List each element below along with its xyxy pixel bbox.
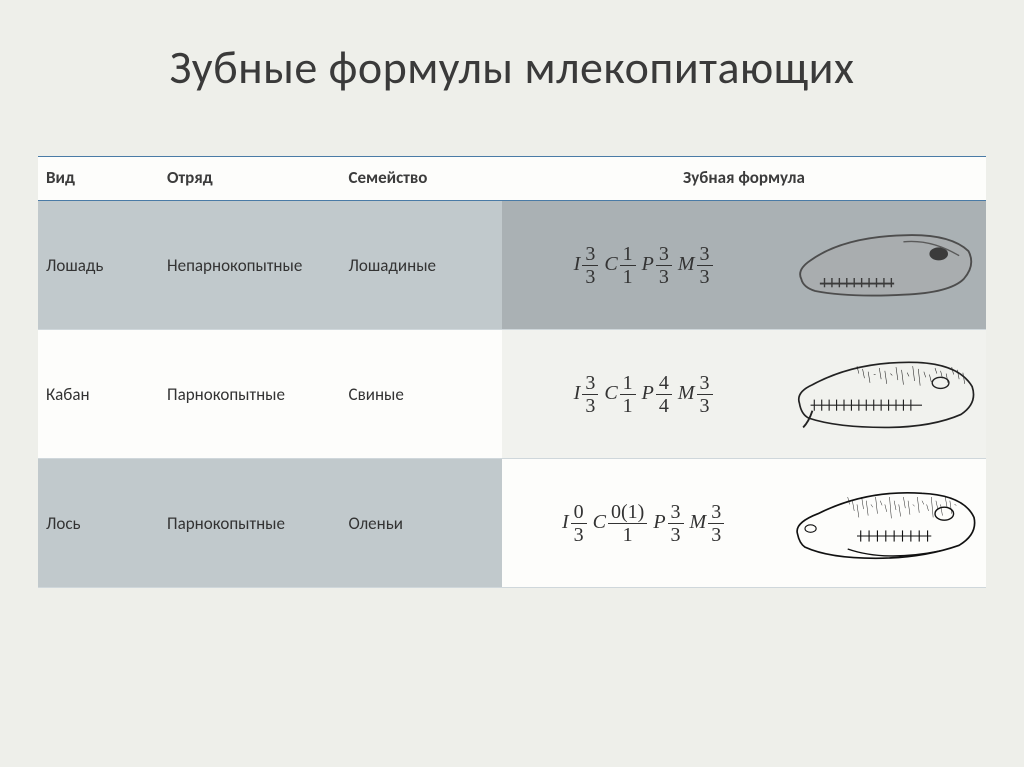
col-order: Отряд — [159, 157, 341, 201]
cell-species: Лошадь — [38, 201, 159, 330]
dental-formula: I33C11P33M33 — [510, 244, 776, 287]
cell-skull — [784, 459, 986, 588]
cell-family: Свиные — [341, 330, 502, 459]
dental-formula-table: Вид Отряд Семейство Зубная формула Лошад… — [38, 156, 986, 588]
cell-formula: I03C0(1)1P33M33 — [502, 459, 784, 588]
col-family: Семейство — [341, 157, 502, 201]
skull-icon — [792, 215, 978, 315]
table-row: КабанПарнокопытныеСвиныеI33C11P44M33 — [38, 330, 986, 459]
cell-order: Парнокопытные — [159, 330, 341, 459]
cell-family: Оленьи — [341, 459, 502, 588]
table-row: ЛосьПарнокопытныеОленьиI03C0(1)1P33M33 — [38, 459, 986, 588]
cell-species: Лось — [38, 459, 159, 588]
cell-formula: I33C11P33M33 — [502, 201, 784, 330]
col-species: Вид — [38, 157, 159, 201]
cell-species: Кабан — [38, 330, 159, 459]
cell-order: Непарнокопытные — [159, 201, 341, 330]
skull-icon — [792, 344, 978, 444]
cell-skull — [784, 201, 986, 330]
skull-icon — [792, 473, 978, 573]
table-row: ЛошадьНепарнокопытныеЛошадиныеI33C11P33M… — [38, 201, 986, 330]
cell-skull — [784, 330, 986, 459]
dental-formula: I03C0(1)1P33M33 — [510, 502, 776, 545]
cell-formula: I33C11P44M33 — [502, 330, 784, 459]
table-header-row: Вид Отряд Семейство Зубная формула — [38, 157, 986, 201]
cell-family: Лошадиные — [341, 201, 502, 330]
dental-formula: I33C11P44M33 — [510, 373, 776, 416]
cell-order: Парнокопытные — [159, 459, 341, 588]
page-title: Зубные формулы млекопитающих — [38, 40, 986, 96]
col-formula: Зубная формула — [502, 157, 986, 201]
